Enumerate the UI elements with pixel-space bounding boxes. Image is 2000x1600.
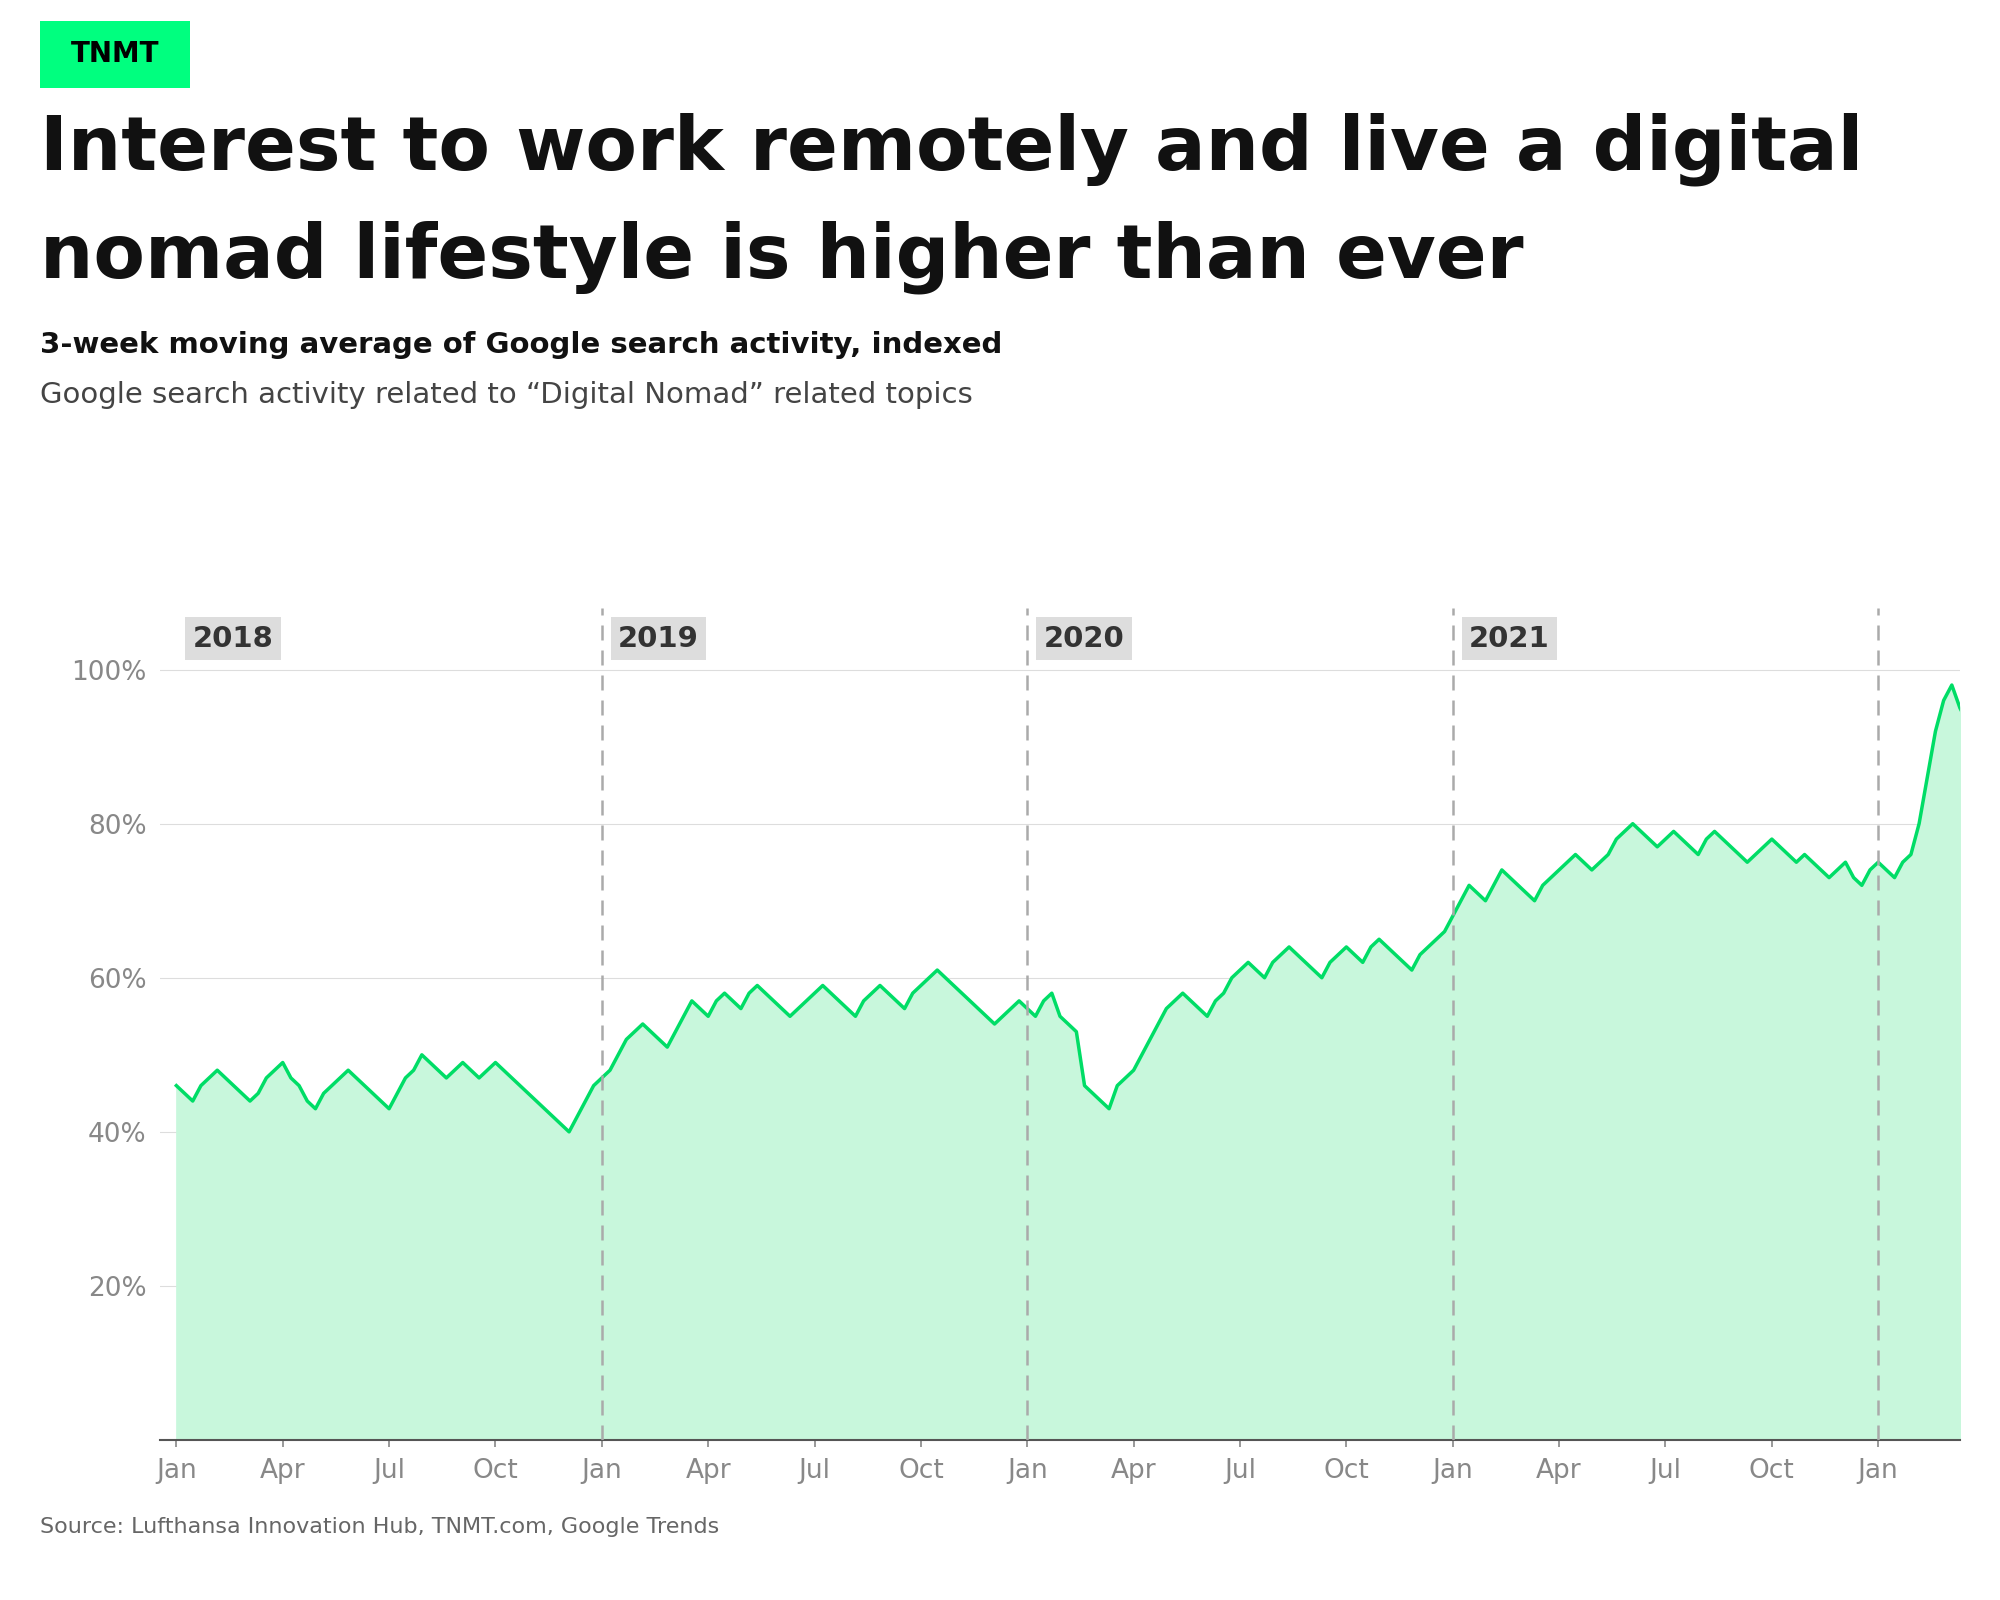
Text: nomad lifestyle is higher than ever: nomad lifestyle is higher than ever: [40, 221, 1524, 294]
Text: Google search activity related to “Digital Nomad” related topics: Google search activity related to “Digit…: [40, 381, 972, 408]
Text: TNMT: TNMT: [70, 40, 160, 69]
Text: 3-week moving average of Google search activity, indexed: 3-week moving average of Google search a…: [40, 331, 1002, 360]
Text: 2018: 2018: [192, 624, 274, 653]
Text: 2019: 2019: [618, 624, 700, 653]
Text: Interest to work remotely and live a digital: Interest to work remotely and live a dig…: [40, 112, 1864, 186]
Text: Source: Lufthansa Innovation Hub, TNMT.com, Google Trends: Source: Lufthansa Innovation Hub, TNMT.c…: [40, 1517, 720, 1536]
Text: 2020: 2020: [1044, 624, 1124, 653]
Text: 2021: 2021: [1470, 624, 1550, 653]
